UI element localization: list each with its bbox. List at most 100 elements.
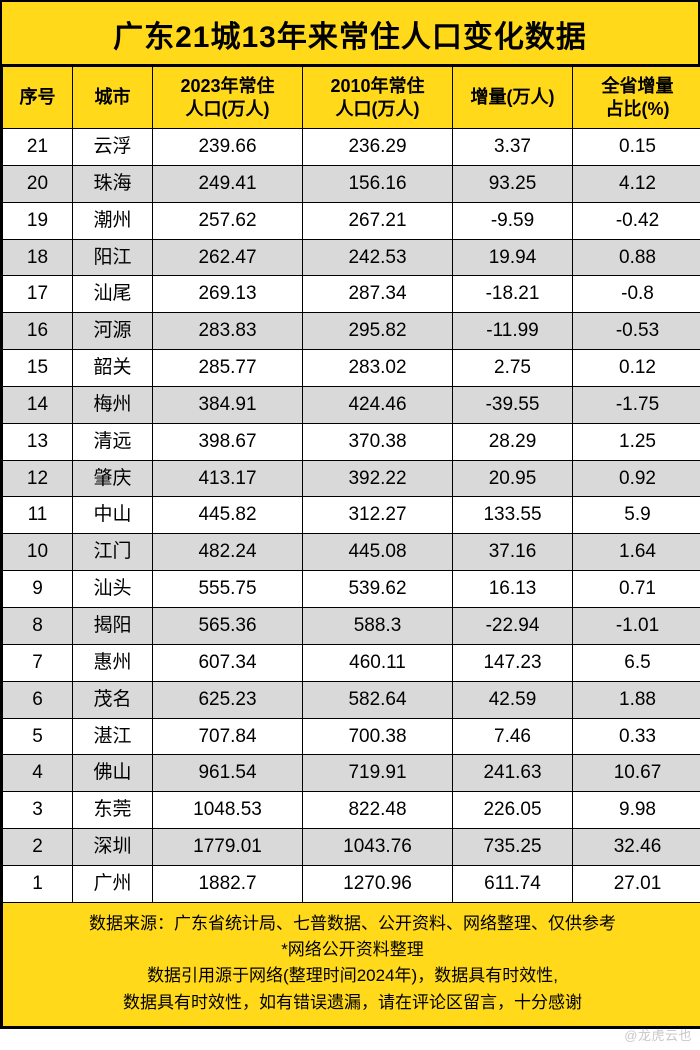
cell-12-0: 9 — [3, 571, 73, 608]
cell-8-4: 28.29 — [453, 423, 573, 460]
cell-17-2: 961.54 — [153, 755, 303, 792]
cell-18-2: 1048.53 — [153, 792, 303, 829]
cell-2-2: 257.62 — [153, 202, 303, 239]
cell-13-3: 588.3 — [303, 607, 453, 644]
cell-20-0: 1 — [3, 865, 73, 902]
cell-20-2: 1882.7 — [153, 865, 303, 902]
col-header-2: 2023年常住人口(万人) — [153, 67, 303, 129]
cell-12-1: 汕头 — [73, 571, 153, 608]
cell-14-4: 147.23 — [453, 644, 573, 681]
cell-12-2: 555.75 — [153, 571, 303, 608]
cell-13-5: -1.01 — [573, 607, 700, 644]
cell-16-5: 0.33 — [573, 718, 700, 755]
cell-20-3: 1270.96 — [303, 865, 453, 902]
cell-17-5: 10.67 — [573, 755, 700, 792]
cell-2-3: 267.21 — [303, 202, 453, 239]
cell-3-2: 262.47 — [153, 239, 303, 276]
cell-5-1: 河源 — [73, 313, 153, 350]
cell-3-5: 0.88 — [573, 239, 700, 276]
cell-4-5: -0.8 — [573, 276, 700, 313]
cell-9-3: 392.22 — [303, 460, 453, 497]
table-row: 10江门482.24445.0837.161.64 — [3, 534, 700, 571]
cell-6-1: 韶关 — [73, 350, 153, 387]
cell-5-2: 283.83 — [153, 313, 303, 350]
cell-16-2: 707.84 — [153, 718, 303, 755]
cell-19-3: 1043.76 — [303, 829, 453, 866]
cell-16-1: 湛江 — [73, 718, 153, 755]
col-header-4: 增量(万人) — [453, 67, 573, 129]
cell-11-1: 江门 — [73, 534, 153, 571]
cell-7-1: 梅州 — [73, 386, 153, 423]
cell-2-0: 19 — [3, 202, 73, 239]
cell-10-2: 445.82 — [153, 497, 303, 534]
cell-7-0: 14 — [3, 386, 73, 423]
table-title: 广东21城13年来常住人口变化数据 — [2, 2, 698, 66]
cell-11-4: 37.16 — [453, 534, 573, 571]
cell-4-3: 287.34 — [303, 276, 453, 313]
cell-14-2: 607.34 — [153, 644, 303, 681]
table-row: 16河源283.83295.82-11.99-0.53 — [3, 313, 700, 350]
cell-9-4: 20.95 — [453, 460, 573, 497]
cell-20-4: 611.74 — [453, 865, 573, 902]
cell-7-4: -39.55 — [453, 386, 573, 423]
cell-6-0: 15 — [3, 350, 73, 387]
cell-19-5: 32.46 — [573, 829, 700, 866]
cell-2-1: 潮州 — [73, 202, 153, 239]
cell-4-1: 汕尾 — [73, 276, 153, 313]
cell-4-0: 17 — [3, 276, 73, 313]
cell-5-5: -0.53 — [573, 313, 700, 350]
table-row: 17汕尾269.13287.34-18.21-0.8 — [3, 276, 700, 313]
table-row: 9汕头555.75539.6216.130.71 — [3, 571, 700, 608]
cell-1-5: 4.12 — [573, 165, 700, 202]
table-row: 4佛山961.54719.91241.6310.67 — [3, 755, 700, 792]
cell-15-3: 582.64 — [303, 681, 453, 718]
cell-3-4: 19.94 — [453, 239, 573, 276]
cell-16-3: 700.38 — [303, 718, 453, 755]
cell-14-3: 460.11 — [303, 644, 453, 681]
cell-20-1: 广州 — [73, 865, 153, 902]
cell-13-0: 8 — [3, 607, 73, 644]
cell-14-5: 6.5 — [573, 644, 700, 681]
cell-1-0: 20 — [3, 165, 73, 202]
cell-18-1: 东莞 — [73, 792, 153, 829]
cell-3-3: 242.53 — [303, 239, 453, 276]
table-row: 12肇庆413.17392.2220.950.92 — [3, 460, 700, 497]
population-table-container: 广东21城13年来常住人口变化数据 序号城市2023年常住人口(万人)2010年… — [0, 0, 700, 1029]
cell-10-4: 133.55 — [453, 497, 573, 534]
cell-10-5: 5.9 — [573, 497, 700, 534]
table-row: 1广州1882.71270.96611.7427.01 — [3, 865, 700, 902]
cell-7-2: 384.91 — [153, 386, 303, 423]
cell-5-0: 16 — [3, 313, 73, 350]
cell-10-0: 11 — [3, 497, 73, 534]
cell-6-2: 285.77 — [153, 350, 303, 387]
table-row: 6茂名625.23582.6442.591.88 — [3, 681, 700, 718]
table-row: 13清远398.67370.3828.291.25 — [3, 423, 700, 460]
cell-12-5: 0.71 — [573, 571, 700, 608]
cell-8-1: 清远 — [73, 423, 153, 460]
cell-19-0: 2 — [3, 829, 73, 866]
cell-7-5: -1.75 — [573, 386, 700, 423]
cell-6-3: 283.02 — [303, 350, 453, 387]
cell-8-5: 1.25 — [573, 423, 700, 460]
cell-18-0: 3 — [3, 792, 73, 829]
cell-11-0: 10 — [3, 534, 73, 571]
cell-3-0: 18 — [3, 239, 73, 276]
table-row: 14梅州384.91424.46-39.55-1.75 — [3, 386, 700, 423]
cell-6-4: 2.75 — [453, 350, 573, 387]
cell-20-5: 27.01 — [573, 865, 700, 902]
col-header-3: 2010年常住人口(万人) — [303, 67, 453, 129]
cell-0-2: 239.66 — [153, 129, 303, 166]
cell-9-1: 肇庆 — [73, 460, 153, 497]
cell-13-2: 565.36 — [153, 607, 303, 644]
table-row: 8揭阳565.36588.3-22.94-1.01 — [3, 607, 700, 644]
col-header-5: 全省增量占比(%) — [573, 67, 700, 129]
cell-15-4: 42.59 — [453, 681, 573, 718]
cell-8-3: 370.38 — [303, 423, 453, 460]
cell-14-0: 7 — [3, 644, 73, 681]
table-row: 19潮州257.62267.21-9.59-0.42 — [3, 202, 700, 239]
cell-5-3: 295.82 — [303, 313, 453, 350]
cell-16-0: 5 — [3, 718, 73, 755]
cell-6-5: 0.12 — [573, 350, 700, 387]
table-row: 7惠州607.34460.11147.236.5 — [3, 644, 700, 681]
cell-12-4: 16.13 — [453, 571, 573, 608]
